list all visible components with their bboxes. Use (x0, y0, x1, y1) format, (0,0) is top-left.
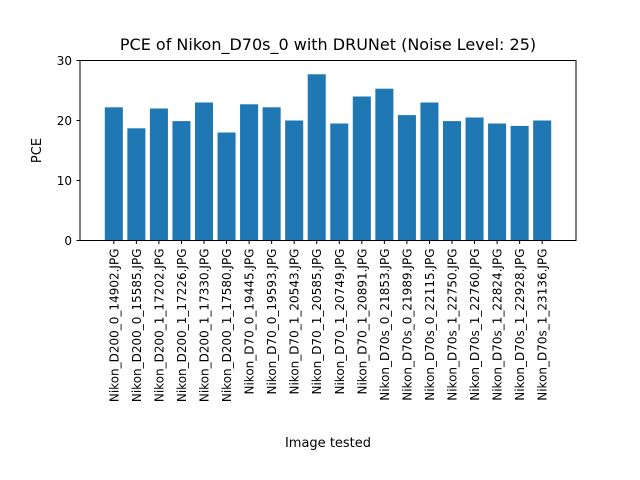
x-tick-label: Nikon_D200_1_17330.JPG (198, 249, 212, 403)
bar (240, 104, 259, 241)
x-axis-ticks: Nikon_D200_0_14902.JPG Nikon_D200_0_15585… (107, 240, 550, 403)
bars-group (104, 74, 552, 241)
y-axis-label: PCE (30, 138, 45, 163)
x-tick-label: Nikon_D200_0_15585.JPG (130, 249, 144, 403)
bar (465, 117, 484, 241)
x-tick-label: Nikon_D200_1_17202.JPG (152, 249, 166, 403)
plot-frame (79, 60, 577, 241)
x-tick-label: Nikon_D70s_1_23136.JPG (536, 249, 550, 401)
bar (217, 132, 236, 241)
bar (510, 125, 529, 241)
x-tick-label: Nikon_D70_0_19445.JPG (243, 249, 257, 395)
bar (172, 121, 191, 241)
x-tick-label: Nikon_D70s_0_22115.JPG (423, 249, 437, 401)
x-tick-label: Nikon_D70s_1_22824.JPG (491, 249, 505, 401)
y-axis-ticks: 0 10 20 30 (57, 54, 80, 248)
x-tick-label: Nikon_D70s_1_22928.JPG (513, 249, 527, 401)
x-tick-label: Nikon_D200_1_17580.JPG (220, 249, 234, 403)
bar (104, 107, 123, 241)
bar (149, 108, 168, 241)
x-tick-label: Nikon_D70_1_20543.JPG (288, 249, 302, 395)
bar (285, 120, 304, 241)
x-tick-label: Nikon_D200_0_14902.JPG (107, 249, 121, 403)
x-tick-label: Nikon_D200_1_17226.JPG (175, 249, 189, 403)
x-tick-label: Nikon_D70s_0_21853.JPG (378, 249, 392, 401)
bar (533, 120, 552, 241)
bar (262, 107, 281, 241)
bar (127, 128, 146, 241)
bar (397, 115, 416, 241)
y-tick-label: 0 (64, 234, 72, 248)
x-tick-label: Nikon_D70_1_20749.JPG (333, 249, 347, 395)
x-tick-label: Nikon_D70s_1_22760.JPG (468, 249, 482, 401)
bar (330, 123, 349, 241)
y-tick-label: 30 (57, 54, 72, 68)
x-tick-label: Nikon_D70s_0_21989.JPG (400, 249, 414, 401)
y-tick-label: 10 (57, 174, 72, 188)
bar (442, 121, 462, 241)
bar (194, 102, 214, 241)
x-tick-label: Nikon_D70s_1_22750.JPG (446, 249, 460, 401)
x-axis-label: Image tested (285, 436, 371, 451)
x-tick-label: Nikon_D70_0_19593.JPG (265, 249, 279, 395)
y-tick-label: 20 (57, 114, 72, 128)
bar (375, 88, 394, 241)
bar (352, 96, 371, 241)
bar (307, 74, 326, 241)
x-tick-label: Nikon_D70_1_20585.JPG (310, 249, 324, 395)
x-tick-label: Nikon_D70_1_20891.JPG (355, 249, 369, 395)
bar (488, 123, 507, 241)
chart-title: PCE of Nikon_D70s_0 with DRUNet (Noise L… (120, 35, 536, 55)
bar (420, 102, 439, 241)
